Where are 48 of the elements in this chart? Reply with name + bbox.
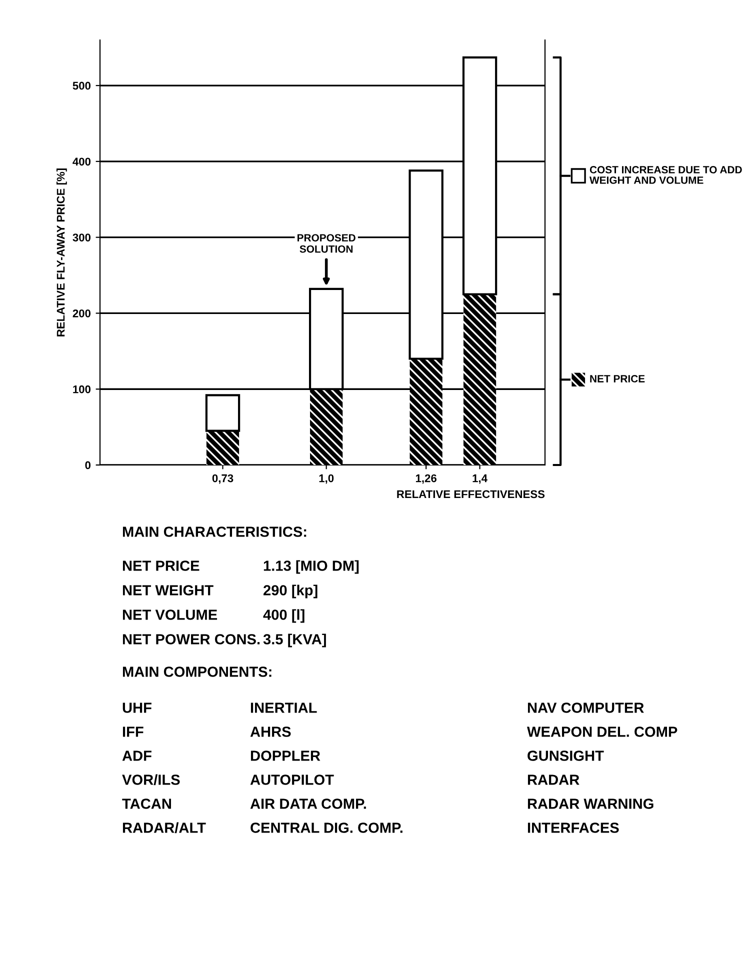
legend-label: COST INCREASE DUE TO ADD WEIGHT AND VOLUME [590,166,742,184]
text: NET VOLUME [122,610,218,620]
text: 1.13 [MIO DM] [264,560,359,574]
y-tick-label: 0 [85,461,91,470]
annotation: PROPOSED SOLUTION [298,234,356,253]
text: DOPPLER [250,750,320,761]
text: AHRS [250,726,291,737]
text: MAIN CHARACTERISTICS: [122,526,306,537]
text: IFF [122,726,144,737]
bar [463,294,496,465]
bar [206,430,240,465]
bar [310,389,343,465]
y-tick-label: 400 [72,158,91,166]
x-tick-label: 1,0 [319,474,334,484]
text: VOR/ILS [122,774,180,786]
legend-label: NET PRICE [590,375,645,382]
y-tick-label: 200 [72,309,91,318]
text: RADAR/ALT [122,822,206,834]
bar [410,358,442,465]
text: WEAPON DEL. COMP [527,726,678,737]
text: NAV COMPUTER [528,702,644,713]
text: AIR DATA COMP. [250,798,366,809]
x-tick-label: 0,73 [212,474,234,484]
x-tick-label: 1,26 [416,474,436,484]
y-tick-label: 500 [72,82,91,90]
text: AUTOPILOT [250,774,334,785]
text: NET PRICE [122,560,200,571]
y-axis-title: RELATIVE FLY-AWAY PRICE [%] [56,168,67,336]
y-tick-label: 100 [73,385,91,394]
text: 3.5 [KVA] [263,634,326,648]
text: UHF [122,702,152,713]
text: 400 [l] [263,609,304,623]
text: 290 [kp] [264,584,318,598]
text: GUNSIGHT [528,750,604,761]
text: ADF [122,750,152,761]
bar [205,394,240,432]
text: RADAR WARNING [528,798,654,809]
x-tick-label: 1,4 [472,474,488,484]
text: INTERFACES [528,822,619,833]
text: CENTRAL DIG. COMP. [250,822,402,833]
text: RADAR [528,774,580,785]
text: INERTIAL [250,702,317,713]
x-axis-title: RELATIVE EFFECTIVENESS [397,490,545,498]
text: TACAN [122,798,171,809]
text: NET POWER CONS. [122,634,260,644]
text: MAIN COMPONENTS: [122,666,272,677]
text: NET WEIGHT [122,585,214,596]
y-tick-label: 300 [72,234,91,242]
